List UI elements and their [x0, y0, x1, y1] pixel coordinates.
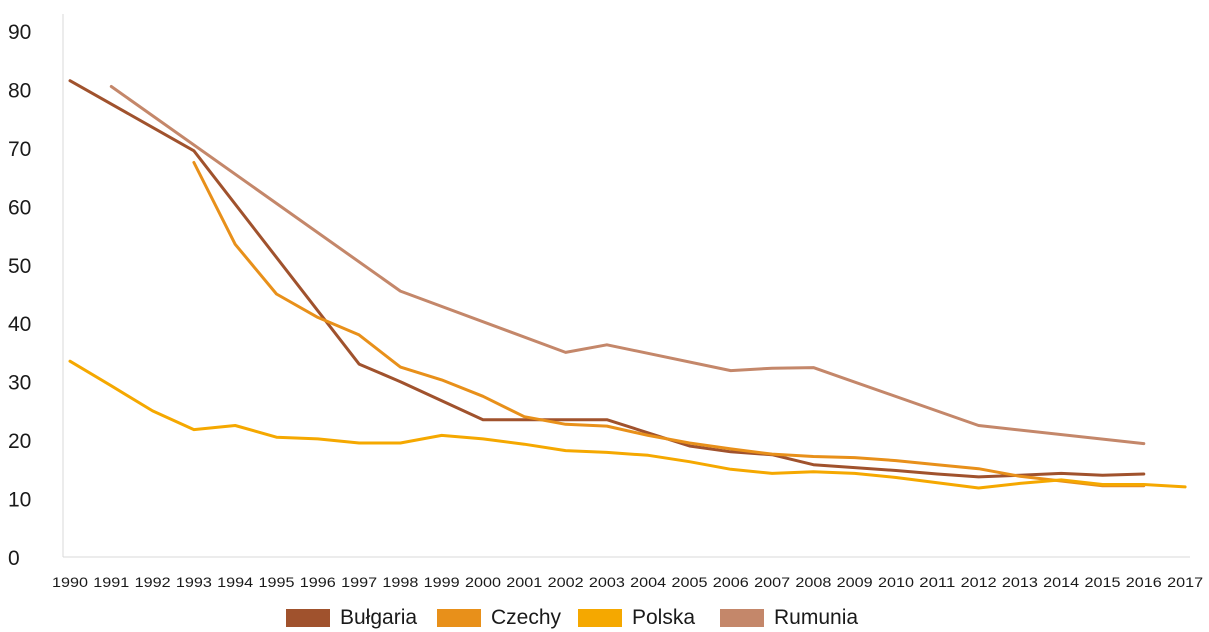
x-tick-label: 1996: [300, 574, 336, 590]
x-tick-label: 2008: [795, 574, 831, 590]
x-tick-label: 2005: [672, 574, 708, 590]
legend-swatch-polska: [578, 609, 622, 627]
y-axis: 0 10 20 30 40 50 60 70 80 90: [8, 14, 64, 570]
x-tick-label: 1992: [135, 574, 171, 590]
x-tick-label: 2016: [1126, 574, 1162, 590]
x-axis: 1990 1991 1992 1993 1994 1995 1996 1997 1998 1999…: [52, 556, 1203, 590]
legend-label-polska: Polska: [632, 606, 696, 629]
x-tick-label: 2000: [465, 574, 501, 590]
x-tick-label: 2006: [713, 574, 749, 590]
y-tick-label: 40: [8, 313, 31, 336]
legend: Bułgaria Czechy Polska Rumunia: [0, 604, 1209, 632]
x-tick-label: 2011: [919, 574, 955, 590]
x-tick-label: 2002: [548, 574, 584, 590]
series-line-rumunia: [109, 85, 1146, 446]
x-tick-label: 2009: [837, 574, 873, 590]
x-tick-label: 2015: [1085, 574, 1121, 590]
y-tick-label: 10: [8, 489, 31, 512]
y-tick-label: 0: [8, 547, 20, 570]
x-tick-label: 1999: [424, 574, 460, 590]
series-line-polska: [68, 359, 1187, 490]
x-tick-label: 1998: [382, 574, 418, 590]
series-layer: [68, 79, 1187, 490]
y-tick-label: 70: [8, 138, 31, 161]
legend-swatch-czechy: [437, 609, 481, 627]
x-tick-label: 1993: [176, 574, 212, 590]
x-tick-label: 2014: [1043, 574, 1079, 590]
legend-swatch-rumunia: [720, 609, 764, 627]
x-tick-label: 2017: [1167, 574, 1203, 590]
series-line-bulgaria: [68, 79, 1146, 479]
x-tick-label: 1990: [52, 574, 88, 590]
legend-label-czechy: Czechy: [491, 606, 562, 629]
legend-item-czechy: Czechy: [437, 606, 561, 630]
x-tick-label: 1995: [259, 574, 295, 590]
legend-item-bulgaria: Bułgaria: [286, 606, 417, 630]
x-tick-label: 2001: [506, 574, 542, 590]
series-line-czechy: [192, 161, 1146, 488]
legend-item-rumunia: Rumunia: [720, 606, 858, 630]
line-chart: 0 10 20 30 40 50 60 70 80 90 1990 1991 1992 1993 1994…: [8, 14, 1203, 590]
x-tick-label: 2012: [961, 574, 997, 590]
x-tick-label: 2013: [1002, 574, 1038, 590]
x-tick-label: 2003: [589, 574, 625, 590]
x-tick-label: 1997: [341, 574, 377, 590]
legend-item-polska: Polska: [578, 606, 695, 630]
y-tick-label: 90: [8, 21, 31, 44]
x-tick-label: 2010: [878, 574, 914, 590]
y-tick-label: 60: [8, 196, 31, 219]
legend-swatch-bulgaria: [286, 609, 330, 627]
x-tick-label: 2007: [754, 574, 790, 590]
x-tick-label: 1994: [217, 574, 253, 590]
legend-label-rumunia: Rumunia: [774, 606, 859, 629]
y-tick-label: 30: [8, 372, 31, 395]
legend-label-bulgaria: Bułgaria: [340, 606, 418, 629]
y-tick-label: 50: [8, 255, 31, 278]
y-tick-label: 20: [8, 430, 31, 453]
y-tick-label: 80: [8, 79, 31, 102]
x-tick-label: 2004: [630, 574, 666, 590]
x-tick-label: 1991: [93, 574, 129, 590]
